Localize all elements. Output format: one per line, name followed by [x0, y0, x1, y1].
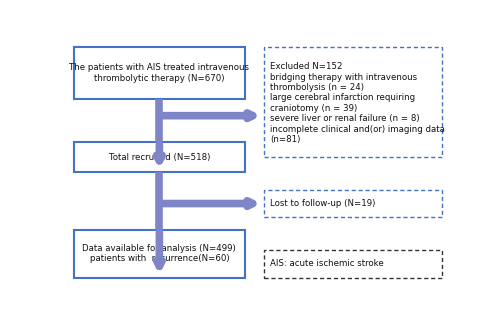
FancyBboxPatch shape [264, 190, 442, 217]
Text: The patients with AIS treated intravenous
thrombolytic therapy (N=670): The patients with AIS treated intravenou… [70, 63, 250, 83]
Text: Excluded N=152
bridging therapy with intravenous
thrombolysis (n = 24)
large cer: Excluded N=152 bridging therapy with int… [270, 62, 444, 144]
FancyBboxPatch shape [264, 47, 442, 157]
Text: Lost to follow-up (N=19): Lost to follow-up (N=19) [270, 199, 375, 208]
Text: AIS: acute ischemic stroke: AIS: acute ischemic stroke [270, 259, 384, 268]
FancyBboxPatch shape [74, 47, 244, 99]
FancyBboxPatch shape [74, 230, 244, 278]
FancyBboxPatch shape [74, 142, 244, 172]
FancyBboxPatch shape [264, 250, 442, 278]
Text: Data available for analysis (N=499)
patients with  recurrence(N=60): Data available for analysis (N=499) pati… [82, 244, 236, 263]
Text: Total recruited (N=518): Total recruited (N=518) [108, 153, 210, 162]
